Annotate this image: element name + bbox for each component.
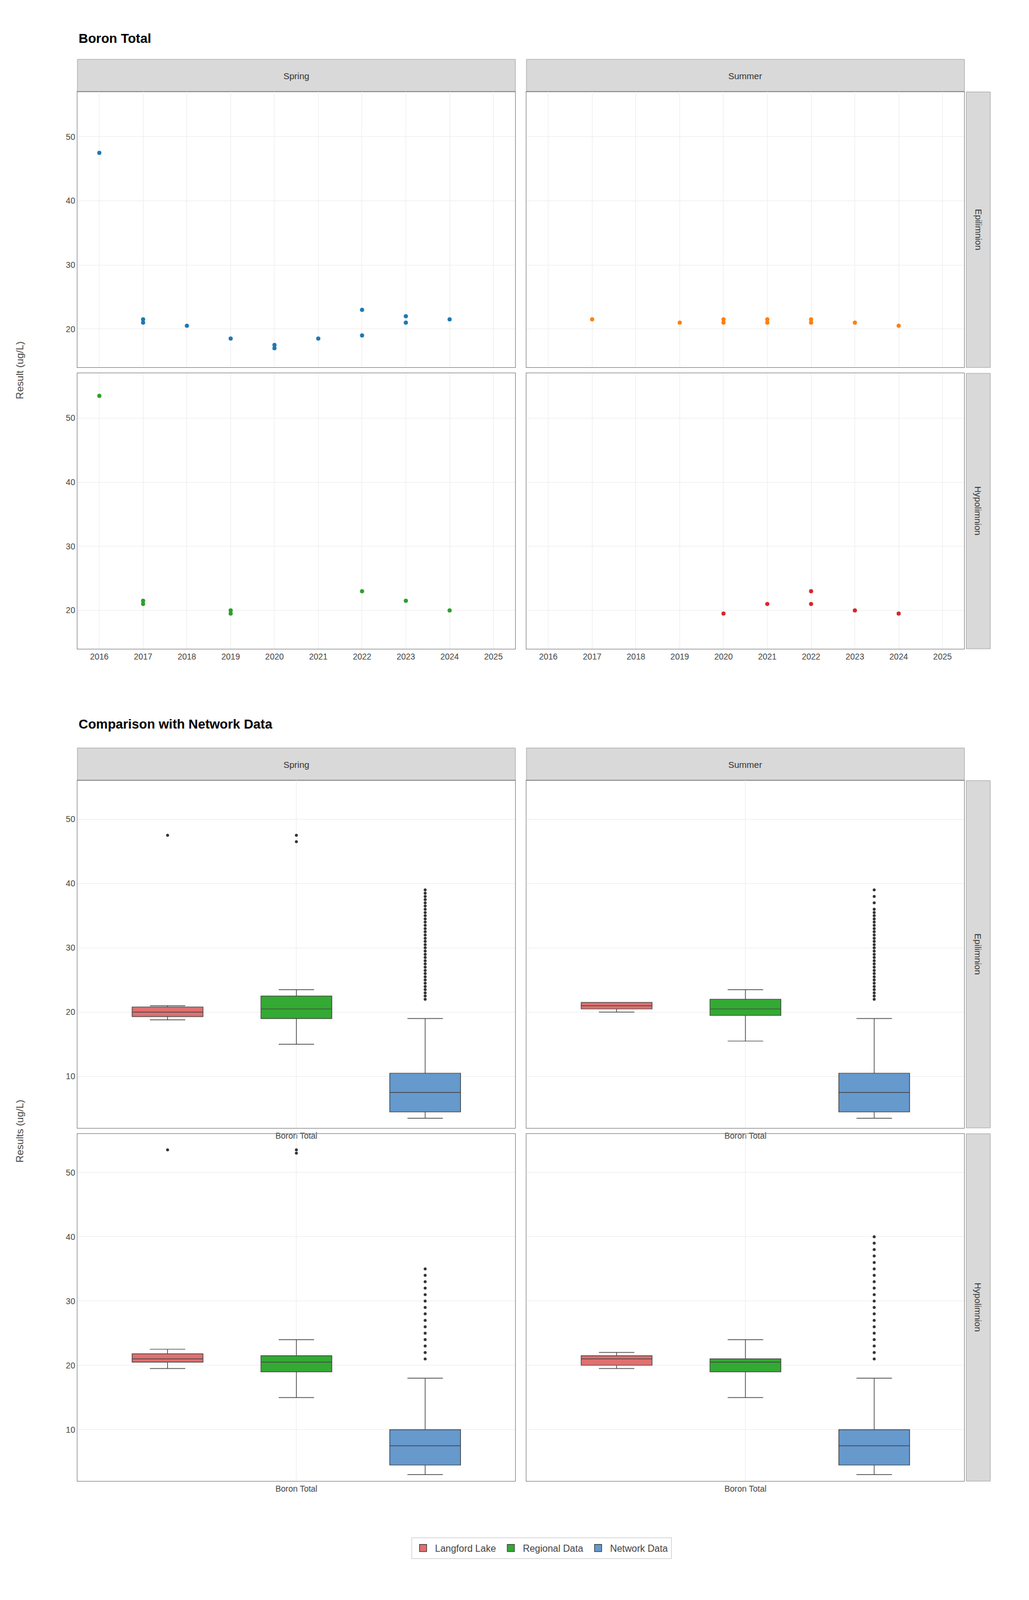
svg-text:2024: 2024 <box>889 652 909 662</box>
svg-text:20: 20 <box>66 1007 76 1018</box>
svg-text:2021: 2021 <box>758 652 777 662</box>
svg-text:Boron Total: Boron Total <box>724 1484 767 1495</box>
svg-text:Boron Total: Boron Total <box>275 1484 318 1495</box>
svg-text:20: 20 <box>66 1361 76 1371</box>
svg-text:2021: 2021 <box>309 652 328 662</box>
svg-text:Comparison with Network Data: Comparison with Network Data <box>78 716 273 732</box>
svg-text:Boron Total: Boron Total <box>275 1131 318 1141</box>
svg-text:10: 10 <box>66 1071 76 1082</box>
svg-text:2019: 2019 <box>670 652 689 662</box>
svg-text:Epilimnion: Epilimnion <box>973 933 984 975</box>
svg-text:2016: 2016 <box>89 652 109 662</box>
svg-text:Regional Data: Regional Data <box>522 1544 584 1555</box>
svg-text:Langford Lake: Langford Lake <box>435 1544 497 1555</box>
svg-text:2019: 2019 <box>221 652 240 662</box>
svg-text:Network Data: Network Data <box>609 1544 668 1555</box>
svg-text:Results (ug/L): Results (ug/L) <box>14 1099 26 1163</box>
svg-text:50: 50 <box>66 132 76 142</box>
svg-text:Hypolimnion: Hypolimnion <box>973 486 984 536</box>
svg-text:2020: 2020 <box>713 652 733 662</box>
svg-text:Boron Total: Boron Total <box>724 1131 767 1141</box>
svg-text:Hypolimnion: Hypolimnion <box>973 1283 984 1333</box>
svg-text:40: 40 <box>66 1232 76 1243</box>
svg-text:Spring: Spring <box>283 70 310 81</box>
svg-text:40: 40 <box>66 195 76 206</box>
svg-text:50: 50 <box>66 1168 76 1178</box>
svg-text:30: 30 <box>66 541 76 552</box>
svg-text:Summer: Summer <box>728 759 763 770</box>
svg-text:30: 30 <box>66 260 76 270</box>
svg-text:2017: 2017 <box>133 652 153 662</box>
svg-text:40: 40 <box>66 878 76 889</box>
svg-text:50: 50 <box>66 413 76 423</box>
svg-text:2018: 2018 <box>177 652 196 662</box>
svg-text:2025: 2025 <box>484 652 503 662</box>
svg-text:10: 10 <box>66 1425 76 1436</box>
svg-text:30: 30 <box>66 943 76 953</box>
svg-text:Epilimnion: Epilimnion <box>973 209 984 251</box>
svg-text:20: 20 <box>66 605 76 616</box>
svg-text:2016: 2016 <box>538 652 558 662</box>
svg-text:2022: 2022 <box>801 652 820 662</box>
svg-text:2020: 2020 <box>264 652 284 662</box>
svg-text:40: 40 <box>66 477 76 488</box>
svg-text:2022: 2022 <box>352 652 371 662</box>
svg-text:2024: 2024 <box>440 652 459 662</box>
svg-text:2023: 2023 <box>845 652 865 662</box>
svg-text:20: 20 <box>66 324 76 335</box>
svg-text:2025: 2025 <box>933 652 952 662</box>
svg-text:2018: 2018 <box>626 652 645 662</box>
svg-text:Spring: Spring <box>283 759 310 770</box>
svg-text:Summer: Summer <box>728 70 763 81</box>
svg-text:Result (ug/L): Result (ug/L) <box>14 341 26 399</box>
svg-text:2023: 2023 <box>396 652 416 662</box>
svg-text:2017: 2017 <box>582 652 602 662</box>
svg-text:30: 30 <box>66 1296 76 1307</box>
svg-text:Boron Total: Boron Total <box>78 30 152 46</box>
svg-text:50: 50 <box>66 814 76 825</box>
